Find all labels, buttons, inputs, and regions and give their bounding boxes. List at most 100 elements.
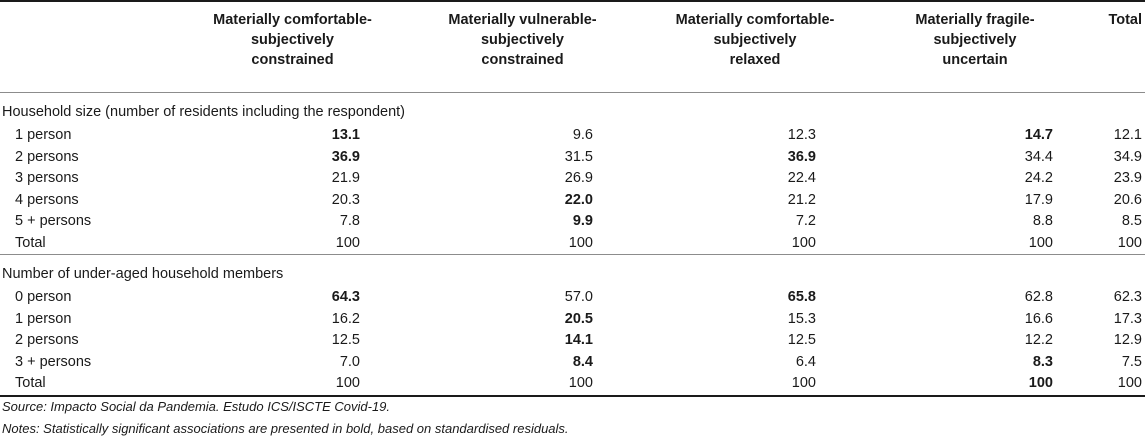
cell-value: 36.9 — [331, 148, 360, 165]
cell-total: 100 — [1080, 373, 1145, 397]
cell-value: 7.2 — [795, 213, 816, 229]
cell-value: 21.2 — [787, 191, 816, 208]
table-row: 1 person 16.2 20.5 15.3 16.6 17.3 — [0, 309, 1145, 331]
cell-value: 7.0 — [339, 353, 360, 370]
cell-value: 100 — [870, 232, 1080, 255]
cell-value: 12.5 — [331, 332, 360, 348]
cell-total: 20.6 — [1113, 191, 1142, 208]
header-line: Materially comfortable- — [213, 12, 372, 28]
cell-value: 26.9 — [564, 170, 593, 186]
row-label: 3 + persons — [15, 353, 92, 370]
cell-value: 100 — [405, 373, 640, 397]
cell-total: 12.1 — [1113, 127, 1142, 143]
cell-value: 31.5 — [564, 148, 593, 165]
section-title: Household size (number of residents incl… — [2, 104, 406, 120]
header-blank — [0, 0, 180, 93]
row-label: 3 persons — [15, 170, 79, 186]
cell-value: 14.1 — [564, 332, 593, 348]
header-line: Materially fragile- — [915, 12, 1035, 28]
cell-value: 100 — [870, 373, 1080, 397]
data-table: Materially comfortable- subjectively con… — [0, 0, 1145, 397]
cell-total: 100 — [1080, 232, 1145, 255]
table-body: Household size (number of residents incl… — [0, 93, 1145, 397]
table-row: Total 100 100 100 100 100 — [0, 373, 1145, 397]
table-row: 1 person 13.1 9.6 12.3 14.7 12.1 — [0, 125, 1145, 147]
header-line: constrained — [251, 52, 334, 68]
cell-value: 12.3 — [787, 127, 816, 143]
cell-value: 8.4 — [572, 353, 593, 370]
cell-value: 6.4 — [795, 353, 816, 370]
row-label: 1 person — [15, 127, 72, 143]
cell-total: 12.9 — [1113, 332, 1142, 348]
cell-total: 62.3 — [1113, 289, 1142, 305]
header-materially-fragile-uncertain: Materially fragile- subjectively uncerta… — [870, 0, 1080, 93]
cell-value: 20.3 — [331, 191, 360, 208]
cell-value: 62.8 — [1024, 289, 1053, 305]
table-row: 3 persons 21.9 26.9 22.4 24.2 23.9 — [0, 168, 1145, 190]
header-line: relaxed — [729, 52, 781, 68]
row-label: Total — [0, 232, 180, 255]
cell-value: 17.9 — [1024, 191, 1053, 208]
cell-value: 9.6 — [572, 127, 593, 143]
cell-value: 7.8 — [339, 213, 360, 229]
row-label: 2 persons — [15, 332, 79, 348]
cell-total: 34.9 — [1113, 148, 1142, 165]
table-row: 5 + persons 7.8 9.9 7.2 8.8 8.5 — [0, 211, 1145, 233]
source-note: Source: Impacto Social da Pandemia. Estu… — [2, 399, 391, 414]
cell-value: 65.8 — [787, 289, 816, 305]
cell-value: 22.4 — [787, 170, 816, 186]
header-line: subjectively — [480, 32, 564, 48]
row-label: 0 person — [15, 289, 72, 305]
header-total: Total — [1080, 0, 1145, 93]
cell-value: 12.5 — [787, 332, 816, 348]
cell-total: 8.5 — [1121, 213, 1142, 229]
cell-value: 100 — [640, 373, 870, 397]
cell-value: 8.8 — [1032, 213, 1053, 229]
row-label: 2 persons — [15, 148, 79, 165]
section-header-row: Household size (number of residents incl… — [0, 93, 1145, 126]
cell-value: 20.5 — [564, 310, 593, 327]
cell-value: 34.4 — [1024, 148, 1053, 165]
cell-value: 8.3 — [1032, 353, 1053, 370]
table-row: Total 100 100 100 100 100 — [0, 232, 1145, 255]
cell-value: 36.9 — [787, 148, 816, 165]
cell-total: 17.3 — [1113, 310, 1142, 327]
header-materially-comfortable-constrained: Materially comfortable- subjectively con… — [180, 0, 405, 93]
cell-value: 100 — [640, 232, 870, 255]
cell-value: 57.0 — [564, 289, 593, 305]
significance-note: Notes: Statistically significant associa… — [2, 421, 569, 436]
table-row: 0 person 64.3 57.0 65.8 62.8 62.3 — [0, 287, 1145, 309]
cell-value: 24.2 — [1024, 170, 1053, 186]
row-label: 5 + persons — [15, 213, 92, 229]
cell-total: 23.9 — [1113, 170, 1142, 186]
table-notes: Source: Impacto Social da Pandemia. Estu… — [2, 396, 569, 440]
header-line: constrained — [481, 52, 564, 68]
cell-value: 64.3 — [331, 289, 360, 305]
header-line: Materially comfortable- — [675, 12, 835, 28]
cell-value: 100 — [180, 373, 405, 397]
row-label: 1 person — [15, 310, 72, 327]
section-title: Number of under-aged household members — [2, 266, 284, 282]
table-row: 3 + persons 7.0 8.4 6.4 8.3 7.5 — [0, 352, 1145, 374]
header-line: uncertain — [942, 52, 1008, 68]
cell-value: 100 — [405, 232, 640, 255]
header-line: Materially vulnerable- — [448, 12, 597, 28]
cell-total: 7.5 — [1121, 353, 1142, 370]
section-header-row: Number of under-aged household members — [0, 255, 1145, 288]
header-line: subjectively — [933, 32, 1017, 48]
table-row: 2 persons 36.9 31.5 36.9 34.4 34.9 — [0, 147, 1145, 169]
header-line: subjectively — [713, 32, 797, 48]
cell-value: 16.6 — [1024, 310, 1053, 327]
header-materially-vulnerable-constrained: Materially vulnerable- subjectively cons… — [405, 0, 640, 93]
cell-value: 14.7 — [1024, 127, 1053, 143]
cell-value: 12.2 — [1024, 332, 1053, 348]
header-row: Materially comfortable- subjectively con… — [0, 0, 1145, 93]
cell-value: 100 — [180, 232, 405, 255]
header-materially-comfortable-relaxed: Materially comfortable- subjectively rel… — [640, 0, 870, 93]
cell-value: 21.9 — [331, 170, 360, 186]
row-label: 4 persons — [15, 191, 79, 208]
table-row: 4 persons 20.3 22.0 21.2 17.9 20.6 — [0, 190, 1145, 212]
cell-value: 16.2 — [331, 310, 360, 327]
row-label: Total — [0, 373, 180, 397]
header-line: subjectively — [250, 32, 334, 48]
